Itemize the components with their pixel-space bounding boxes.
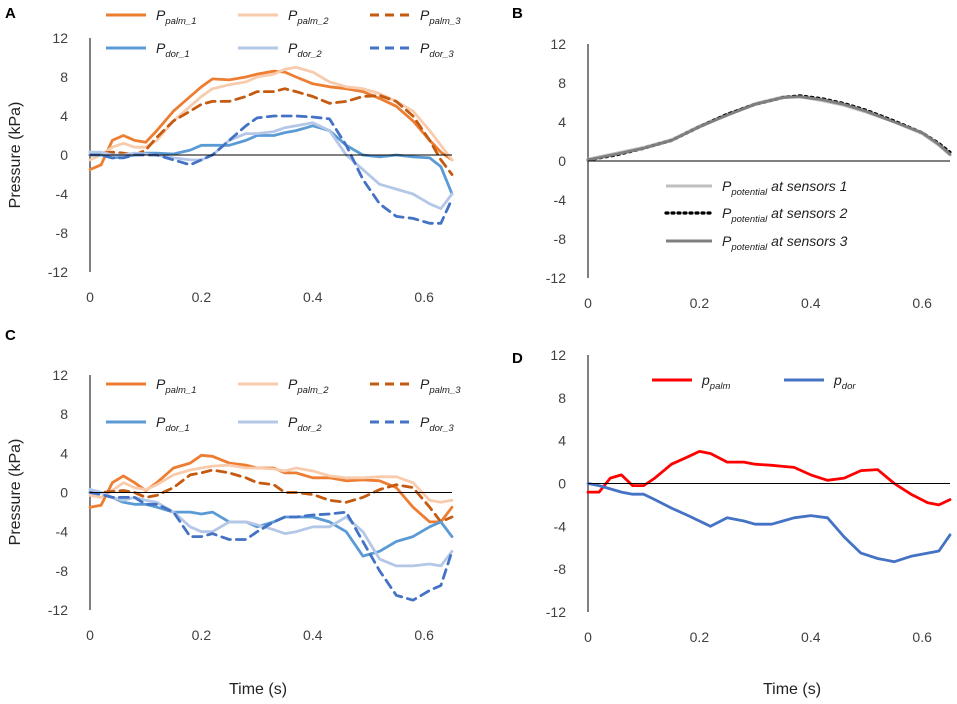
panel-letter: B	[512, 5, 523, 22]
panel-b: B 12 8 4 0 -4 -8 -12 0 0.2 0.4 0.6 Ppotential at sen…	[512, 5, 952, 311]
series-line-p-dor-1	[88, 124, 454, 196]
series-line-p-palm-1	[88, 69, 454, 172]
legend-label-p-potential-at-sensors-1: Ppotential at sensors 1	[722, 178, 847, 198]
series-line-p-dor-1	[88, 488, 454, 558]
x-tick-label: 0.2	[192, 627, 212, 643]
legend-label-p-dor-2: Pdor_2	[288, 414, 322, 434]
x-axis-title: Time (s)	[229, 681, 287, 698]
series-line-p-palm-2	[88, 65, 454, 162]
panel-letter: A	[5, 5, 16, 22]
series-line-p-potential-at-sensors-3	[586, 95, 952, 162]
y-tick-label: 0	[558, 476, 566, 492]
x-tick-label: 0	[584, 629, 592, 645]
x-tick-label: 0.2	[690, 295, 710, 311]
series-line-p-dor-2	[88, 488, 454, 568]
series-line-p-dor-2	[88, 121, 454, 211]
y-tick-label: 12	[550, 347, 566, 363]
x-tick-label: 0	[86, 627, 94, 643]
y-tick-label: 4	[60, 445, 68, 461]
legend-label-p-dor: pdor	[833, 372, 856, 392]
y-tick-label: 8	[60, 406, 68, 422]
panel-d: D 12 8 4 0 -4 -8 -12 0 0.2 0.4 0.6 Time (s) ppalm pdor	[512, 347, 952, 698]
legend-label-p-dor-3: Pdor_3	[420, 414, 454, 434]
legend-label-p-palm-2: Ppalm_2	[288, 7, 329, 27]
y-tick-label: 0	[558, 153, 566, 169]
x-tick-label: 0.4	[303, 627, 323, 643]
y-tick-label: 12	[52, 367, 68, 383]
series-line-p-palm	[586, 449, 952, 507]
legend-label-p-dor-2: Pdor_2	[288, 40, 322, 60]
legend: Ppalm_1 Ppalm_2 Ppalm_3 Pdor_1 Pdor_2 Pdor_3	[106, 376, 461, 434]
x-tick-label: 0.6	[414, 289, 434, 305]
series-line-p-dor-3	[88, 491, 454, 602]
y-tick-label: 8	[558, 390, 566, 406]
y-tick-label: -4	[56, 186, 69, 202]
panel-letter: C	[5, 327, 16, 344]
legend-label-p-potential-at-sensors-3: Ppotential at sensors 3	[722, 233, 848, 253]
series-line-p-palm-2	[88, 463, 454, 504]
y-tick-label: 0	[60, 147, 68, 163]
x-tick-label: 0	[86, 289, 94, 305]
y-tick-label: 8	[60, 69, 68, 85]
y-tick-label: -8	[56, 225, 69, 241]
legend: ppalm pdor	[652, 372, 856, 392]
y-tick-label: -12	[546, 270, 566, 286]
y-tick-label: 12	[550, 36, 566, 52]
y-tick-label: -12	[48, 264, 68, 280]
x-axis-title: Time (s)	[763, 681, 821, 698]
series-line-p-potential-at-sensors-2	[586, 94, 952, 162]
legend-label-p-palm-3: Ppalm_3	[420, 376, 461, 396]
legend-label-p-dor-1: Pdor_1	[156, 40, 190, 60]
legend-label-p-palm-3: Ppalm_3	[420, 7, 461, 27]
y-tick-label: -8	[56, 563, 69, 579]
y-axis-title: Pressure (kPa)	[7, 102, 24, 209]
y-tick-label: 0	[60, 485, 68, 501]
series-line-p-dor	[586, 482, 952, 564]
y-tick-label: 4	[60, 108, 68, 124]
x-tick-label: 0.6	[912, 629, 932, 645]
legend-label-p-palm-2: Ppalm_2	[288, 376, 329, 396]
legend-label-p-dor-3: Pdor_3	[420, 40, 454, 60]
x-tick-label: 0.6	[912, 295, 932, 311]
x-tick-label: 0.2	[192, 289, 212, 305]
legend-label-p-potential-at-sensors-2: Ppotential at sensors 2	[722, 205, 848, 225]
legend-label-p-palm: ppalm	[701, 372, 730, 392]
y-tick-label: -12	[546, 604, 566, 620]
y-axis-title: Pressure (kPa)	[7, 439, 24, 546]
x-tick-label: 0	[584, 295, 592, 311]
x-tick-label: 0.4	[801, 629, 821, 645]
series-line-p-palm-3	[88, 468, 454, 524]
legend-label-p-palm-1: Ppalm_1	[156, 376, 197, 396]
x-tick-label: 0.4	[801, 295, 821, 311]
panel-c: C 12 8 4 0 -4 -8 -12 0 0.2 0.4 0.6 Pressure (kPa) Tim…	[5, 327, 461, 698]
y-tick-label: -12	[48, 602, 68, 618]
x-tick-label: 0.2	[690, 629, 710, 645]
y-tick-label: -4	[554, 192, 567, 208]
x-tick-label: 0.6	[414, 627, 434, 643]
panel-a: A 12 8 4 0 -4 -8 -12 0 0.2 0.4 0.6 Pressure (kPa) Ppa…	[5, 5, 461, 305]
y-tick-label: -8	[554, 231, 567, 247]
legend: Ppotential at sensors 1 Ppotential at sen…	[664, 178, 848, 253]
y-tick-label: 4	[558, 433, 566, 449]
legend-label-p-palm-1: Ppalm_1	[156, 7, 197, 27]
y-tick-label: 12	[52, 30, 68, 46]
legend-label-p-dor-1: Pdor_1	[156, 414, 190, 434]
y-tick-label: 8	[558, 75, 566, 91]
y-tick-label: -8	[554, 561, 567, 577]
panel-letter: D	[512, 350, 523, 367]
y-tick-label: -4	[56, 524, 69, 540]
x-tick-label: 0.4	[303, 289, 323, 305]
y-tick-label: -4	[554, 518, 567, 534]
y-tick-label: 4	[558, 114, 566, 130]
legend: Ppalm_1 Ppalm_2 Ppalm_3 Pdor_1 Pdor_2 Pdor_3	[106, 7, 461, 60]
